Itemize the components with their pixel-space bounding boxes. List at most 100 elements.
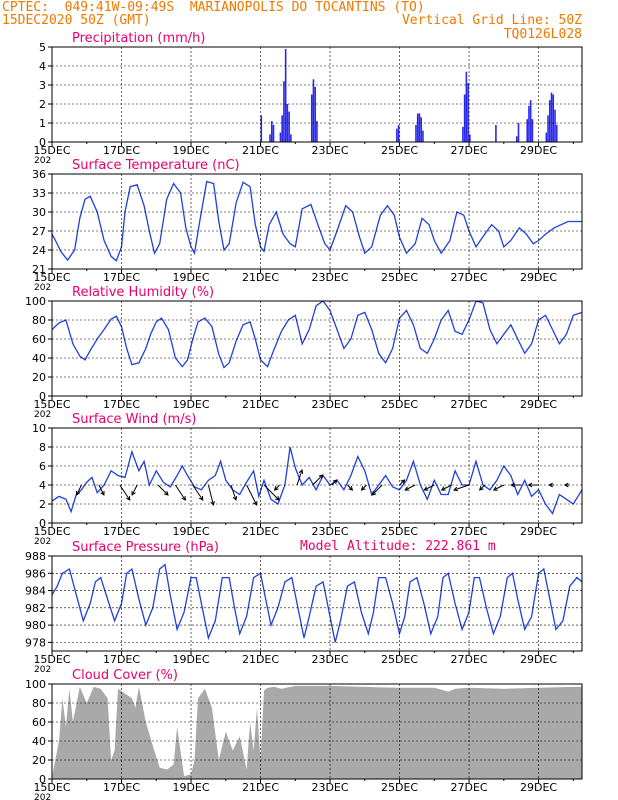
panel-title: Precipitation (mm/h) [72, 31, 205, 46]
wind-vector-head [198, 495, 204, 501]
wind-vector-head [563, 482, 569, 488]
y-tick-label: 20 [32, 754, 46, 767]
wind-vector-head [453, 486, 459, 492]
y-tick-label: 33 [32, 187, 46, 200]
precip-bar [260, 115, 263, 142]
x-tick-label: 17DEC [103, 398, 140, 411]
x-tick-label: 19DEC [172, 653, 209, 666]
y-tick-label: 40 [32, 352, 46, 365]
precip-bar [279, 132, 282, 142]
precip-bar [495, 124, 497, 142]
y-tick-label: 40 [32, 735, 46, 748]
wind-vector [263, 484, 280, 501]
x-tick-label: 23DEC [311, 144, 348, 157]
series-line [51, 300, 583, 369]
y-tick-label: 36 [32, 168, 46, 181]
wind-vector-head [492, 486, 498, 491]
wind-vector-head [318, 474, 324, 479]
x-tick-label: 25DEC [381, 144, 418, 157]
x-tick-label: 21DEC [242, 271, 279, 284]
y-tick-label: 5 [39, 41, 46, 54]
y-tick-label: 20 [32, 371, 46, 384]
precip-bar [312, 79, 315, 142]
precip-bar [415, 124, 417, 142]
panel-5 [48, 555, 583, 655]
wind-vector [441, 484, 452, 491]
year-fragment: 202 [34, 156, 51, 166]
x-tick-label: 21DEC [242, 653, 279, 666]
year-fragment: 202 [34, 283, 51, 293]
wind-vector [493, 484, 505, 491]
wind-vector-head [510, 482, 515, 488]
year-fragment: 202 [34, 665, 51, 675]
precip-bar [554, 109, 556, 142]
y-tick-label: 0 [39, 517, 46, 530]
wind-vector-head [478, 486, 484, 491]
x-tick-label: 15DEC [33, 271, 70, 284]
y-tick-label: 980 [25, 619, 46, 632]
y-tick-label: 80 [32, 314, 46, 327]
x-tick-label: 21DEC [242, 398, 279, 411]
x-tick-label: 23DEC [311, 525, 348, 538]
series-line [51, 563, 583, 643]
wind-vector [312, 474, 324, 486]
wind-vector [361, 484, 367, 491]
precip-bar [314, 86, 316, 142]
x-tick-label: 25DEC [381, 781, 418, 794]
wind-vector [98, 484, 105, 496]
x-tick-label: 21DEC [242, 144, 279, 157]
precip-bar [310, 94, 313, 142]
y-tick-label: 2 [39, 498, 46, 511]
y-tick-label: 0 [39, 773, 46, 786]
y-tick-label: 4 [39, 479, 46, 492]
y-tick-label: 3 [39, 79, 46, 92]
x-tick-label: 19DEC [172, 525, 209, 538]
panel-background [52, 428, 582, 523]
x-tick-label: 19DEC [172, 144, 209, 157]
precip-bar [531, 119, 534, 142]
wind-vector [76, 484, 82, 496]
precip-bar [420, 117, 422, 142]
x-tick-label: 29DEC [520, 144, 557, 157]
precip-bar [272, 124, 275, 142]
x-tick-label: 17DEC [103, 271, 140, 284]
precip-bar [528, 105, 530, 142]
x-tick-label: 25DEC [381, 398, 418, 411]
wind-vector [331, 479, 338, 486]
panel-title: Surface Wind (m/s) [72, 412, 196, 427]
panel-title: Cloud Cover (%) [72, 668, 178, 683]
y-tick-label: 8 [39, 441, 46, 454]
precip-bar [290, 134, 292, 142]
wind-vector [347, 484, 353, 491]
wind-vector [479, 484, 486, 491]
x-tick-label: 27DEC [450, 653, 487, 666]
panel-frame [51, 300, 583, 397]
precip-bar [396, 128, 398, 142]
year-fragment: 202 [34, 537, 51, 547]
precip-bar [462, 126, 464, 142]
panel-2 [48, 173, 583, 273]
x-tick-label: 27DEC [450, 525, 487, 538]
wind-vector-head [275, 496, 280, 501]
y-tick-label: 60 [32, 333, 46, 346]
x-tick-label: 19DEC [172, 781, 209, 794]
y-tick-label: 21 [32, 263, 46, 276]
precip-bar [316, 121, 318, 142]
x-tick-label: 15DEC [33, 653, 70, 666]
y-tick-label: 80 [32, 697, 46, 710]
y-tick-label: 0 [39, 390, 46, 403]
precip-bar [418, 113, 421, 142]
y-tick-label: 6 [39, 460, 46, 473]
wind-vector [119, 484, 131, 501]
wind-vector-head [371, 491, 377, 496]
panel-background [52, 301, 582, 396]
y-tick-label: 0 [39, 136, 46, 149]
precip-bar [288, 111, 290, 142]
panel-4 [48, 427, 583, 527]
x-tick-label: 27DEC [450, 781, 487, 794]
x-tick-label: 29DEC [520, 271, 557, 284]
x-tick-label: 17DEC [103, 144, 140, 157]
wind-vector [230, 484, 237, 501]
wind-vector-head [181, 495, 186, 501]
x-tick-label: 25DEC [381, 271, 418, 284]
